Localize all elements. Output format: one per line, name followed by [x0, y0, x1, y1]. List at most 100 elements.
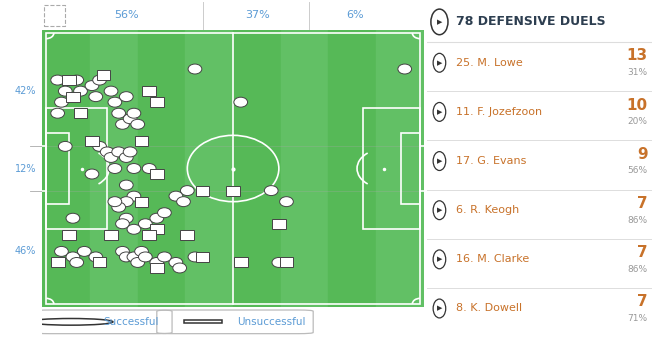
Bar: [150, 97, 164, 107]
Text: 56%: 56%: [627, 166, 647, 175]
Circle shape: [55, 246, 68, 256]
Circle shape: [104, 86, 118, 96]
Bar: [42, 30, 90, 307]
Circle shape: [111, 108, 126, 118]
Bar: [96, 69, 110, 80]
Bar: [62, 230, 76, 240]
Text: 13: 13: [627, 49, 647, 63]
Circle shape: [119, 213, 133, 223]
Circle shape: [66, 252, 80, 262]
Circle shape: [119, 152, 133, 162]
Circle shape: [173, 263, 186, 273]
Bar: [181, 230, 194, 240]
Bar: [272, 219, 286, 229]
Text: 56%: 56%: [114, 10, 139, 20]
Bar: [51, 257, 65, 268]
Bar: [234, 257, 248, 268]
Circle shape: [123, 147, 137, 157]
Circle shape: [127, 252, 141, 262]
Text: ▶: ▶: [437, 256, 443, 262]
Bar: [46, 108, 107, 229]
Bar: [93, 257, 106, 268]
Circle shape: [169, 191, 183, 201]
Bar: [226, 186, 240, 195]
Text: 20%: 20%: [627, 117, 647, 126]
Circle shape: [150, 213, 164, 223]
Circle shape: [127, 108, 141, 118]
Circle shape: [93, 142, 106, 151]
Text: 6. R. Keogh: 6. R. Keogh: [456, 205, 520, 215]
Circle shape: [123, 114, 137, 124]
Circle shape: [158, 208, 171, 218]
Circle shape: [89, 92, 102, 102]
Text: ▶: ▶: [437, 158, 443, 164]
Circle shape: [111, 202, 126, 212]
Circle shape: [135, 246, 149, 256]
Text: 10: 10: [627, 97, 647, 113]
Circle shape: [119, 180, 133, 190]
Circle shape: [108, 163, 122, 174]
Text: 6%: 6%: [346, 10, 364, 20]
Text: ▶: ▶: [437, 19, 443, 25]
Circle shape: [104, 152, 118, 162]
Circle shape: [70, 75, 83, 85]
Circle shape: [138, 252, 152, 262]
Bar: [90, 30, 138, 307]
Circle shape: [51, 75, 65, 85]
Bar: [280, 257, 293, 268]
Circle shape: [100, 147, 114, 157]
Circle shape: [127, 163, 141, 174]
Circle shape: [78, 246, 91, 256]
Bar: [135, 197, 149, 207]
Bar: [62, 75, 76, 85]
Bar: [376, 30, 424, 307]
Bar: [196, 186, 209, 195]
Circle shape: [131, 119, 145, 129]
Circle shape: [108, 97, 122, 107]
Text: 7: 7: [637, 245, 647, 260]
Bar: [196, 252, 209, 262]
Bar: [46, 132, 69, 205]
Text: 37%: 37%: [246, 10, 271, 20]
Bar: [150, 263, 164, 273]
Circle shape: [138, 219, 152, 229]
Text: 16. M. Clarke: 16. M. Clarke: [456, 254, 529, 264]
Circle shape: [188, 252, 202, 262]
Circle shape: [74, 86, 87, 96]
Bar: [138, 30, 185, 307]
Circle shape: [89, 252, 102, 262]
Circle shape: [85, 81, 99, 91]
Text: 31%: 31%: [627, 68, 647, 77]
Circle shape: [280, 197, 293, 207]
Circle shape: [188, 64, 202, 74]
Bar: [281, 30, 329, 307]
Text: 42%: 42%: [14, 86, 36, 96]
Circle shape: [119, 92, 133, 102]
Text: ▶: ▶: [437, 60, 443, 66]
Circle shape: [150, 257, 164, 268]
Text: 9: 9: [637, 147, 647, 162]
Circle shape: [51, 108, 65, 118]
Circle shape: [234, 97, 248, 107]
Circle shape: [59, 86, 72, 96]
Circle shape: [59, 142, 72, 151]
Bar: [135, 136, 149, 146]
Text: 78 DEFENSIVE DUELS: 78 DEFENSIVE DUELS: [456, 16, 606, 28]
Bar: [104, 230, 118, 240]
Text: 12%: 12%: [14, 163, 36, 174]
Text: Unsuccessful: Unsuccessful: [237, 317, 305, 327]
Bar: [363, 108, 420, 229]
Circle shape: [169, 257, 183, 268]
Bar: [74, 108, 87, 118]
Bar: [183, 320, 222, 324]
Circle shape: [111, 147, 126, 157]
Bar: [233, 30, 281, 307]
Circle shape: [85, 169, 99, 179]
Text: ▶: ▶: [437, 207, 443, 213]
Circle shape: [181, 186, 194, 195]
Bar: [142, 86, 156, 96]
Text: 11. F. Jozefzoon: 11. F. Jozefzoon: [456, 107, 542, 117]
Text: 86%: 86%: [627, 265, 647, 274]
Bar: [37, 146, 46, 191]
Circle shape: [264, 186, 278, 195]
